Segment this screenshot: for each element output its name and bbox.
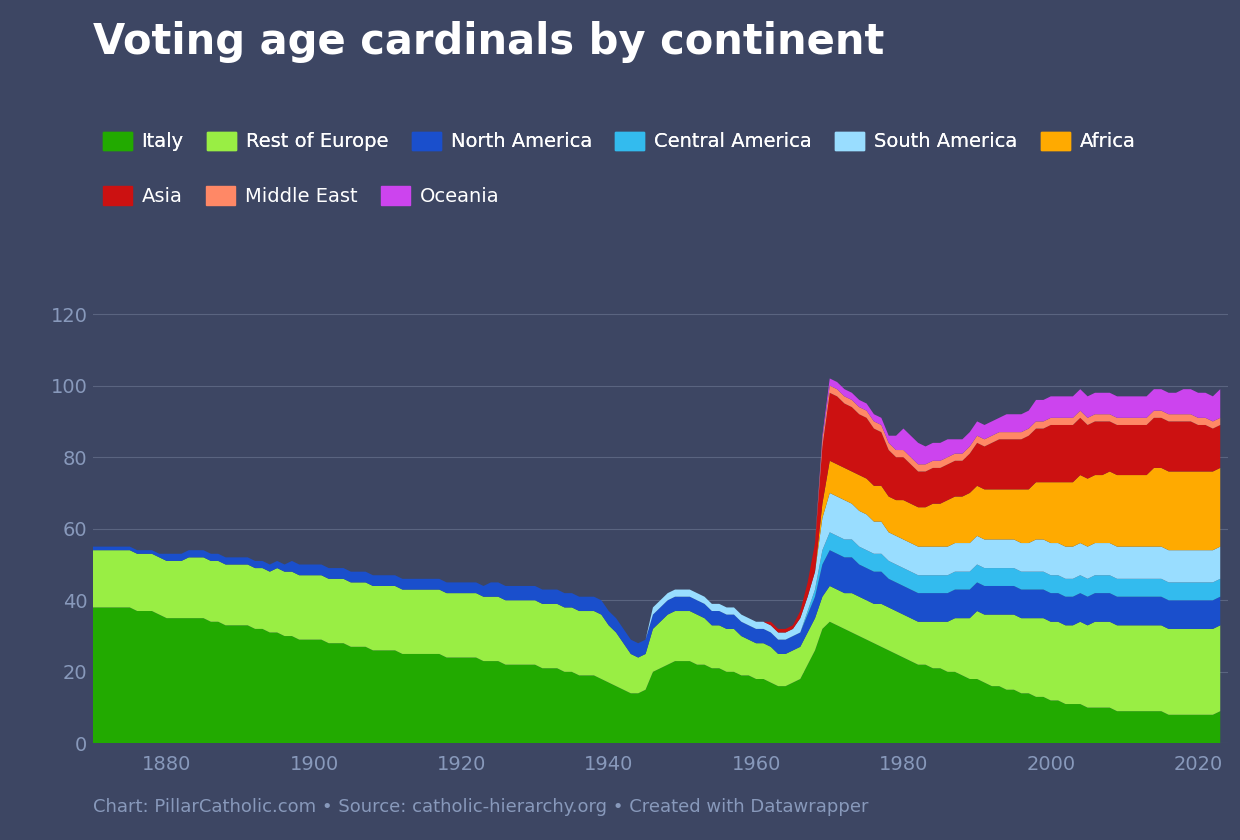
Text: Voting age cardinals by continent: Voting age cardinals by continent [93,21,884,63]
Legend: Asia, Middle East, Oceania: Asia, Middle East, Oceania [103,186,500,206]
Legend: Italy, Rest of Europe, North America, Central America, South America, Africa: Italy, Rest of Europe, North America, Ce… [103,132,1136,151]
Text: Chart: PillarCatholic.com • Source: catholic-hierarchy.org • Created with Datawr: Chart: PillarCatholic.com • Source: cath… [93,799,868,816]
